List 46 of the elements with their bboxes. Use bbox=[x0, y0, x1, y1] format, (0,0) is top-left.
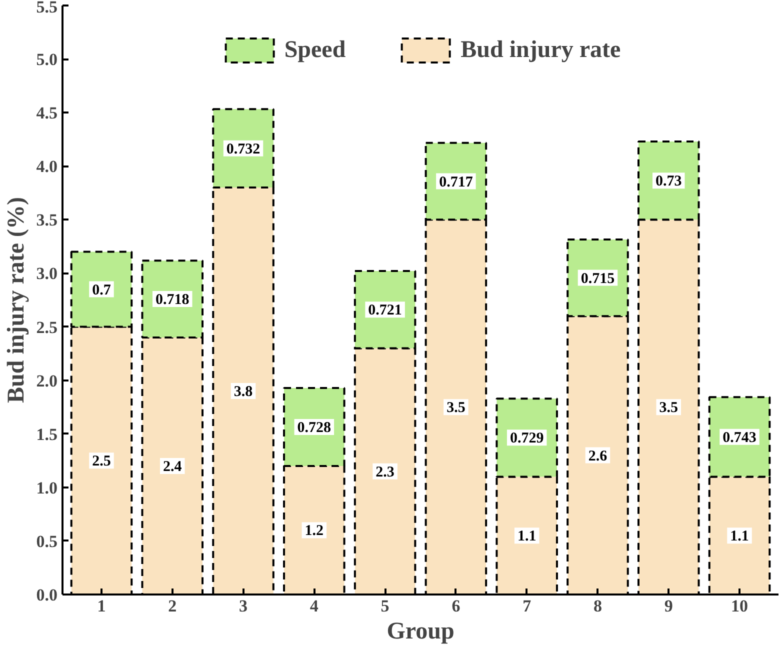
data-label: 0.732 bbox=[226, 141, 260, 158]
data-label: 1.1 bbox=[730, 528, 749, 545]
data-label: 2.4 bbox=[163, 458, 182, 475]
y-tick-label: 5.0 bbox=[36, 50, 58, 70]
x-tick-label: 9 bbox=[664, 596, 673, 616]
x-tick-label: 10 bbox=[731, 596, 748, 616]
x-tick-label: 8 bbox=[593, 596, 602, 616]
data-label: 0.715 bbox=[580, 270, 615, 287]
data-label: 0.73 bbox=[655, 174, 682, 190]
data-label: 0.717 bbox=[439, 174, 474, 190]
data-label: 0.718 bbox=[156, 292, 190, 308]
y-tick-label: 4.0 bbox=[36, 157, 58, 176]
x-axis-title: Group bbox=[386, 618, 454, 644]
y-tick-label: 2.5 bbox=[36, 318, 58, 337]
y-tick-label: 4.5 bbox=[36, 104, 58, 123]
data-label: 3.5 bbox=[659, 400, 678, 416]
data-label: 0.743 bbox=[722, 430, 756, 446]
data-label: 3.8 bbox=[234, 384, 253, 400]
y-tick-label: 5.5 bbox=[36, 0, 58, 16]
y-tick-label: 0.5 bbox=[36, 532, 58, 551]
data-label: 0.729 bbox=[510, 430, 544, 447]
x-tick-label: 1 bbox=[97, 596, 106, 616]
data-label: 2.5 bbox=[92, 454, 111, 470]
data-label: 0.721 bbox=[368, 302, 402, 319]
data-label: 2.3 bbox=[376, 464, 394, 480]
y-axis-title: Bud injury rate (%) bbox=[3, 196, 30, 403]
y-tick-label: 3.0 bbox=[36, 264, 58, 284]
x-tick-label: 6 bbox=[452, 596, 460, 616]
y-tick-label: 0.0 bbox=[36, 586, 58, 604]
data-label: 1.1 bbox=[517, 528, 536, 545]
y-tick-label: 3.5 bbox=[36, 210, 58, 230]
data-label: 0.7 bbox=[92, 282, 112, 298]
legend-label: Speed bbox=[284, 36, 346, 64]
legend-label: Bud injury rate bbox=[460, 36, 621, 64]
x-tick-label: 5 bbox=[380, 596, 390, 616]
data-label: 2.6 bbox=[588, 448, 608, 464]
x-tick-label: 2 bbox=[168, 596, 177, 616]
data-label: 0.728 bbox=[297, 420, 332, 436]
x-tick-label: 4 bbox=[310, 596, 319, 616]
data-label: 3.5 bbox=[446, 400, 466, 416]
x-tick-label: 7 bbox=[522, 596, 532, 616]
y-tick-label: 1.5 bbox=[36, 424, 58, 444]
x-tick-label: 3 bbox=[239, 596, 248, 616]
y-tick-label: 1.0 bbox=[36, 478, 58, 498]
data-label: 1.2 bbox=[304, 523, 324, 540]
y-tick-label: 2.0 bbox=[36, 371, 58, 390]
